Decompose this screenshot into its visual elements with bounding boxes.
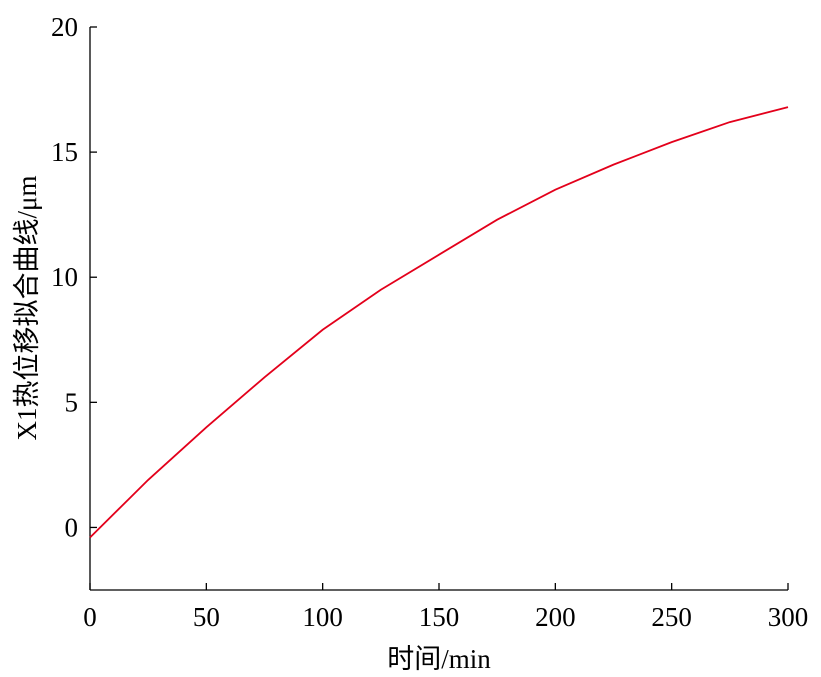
line: [89, 106, 789, 539]
y-tick-label: 0: [65, 512, 79, 542]
y-axis-label: X1热位移拟合曲线/μm: [12, 176, 42, 441]
x-tick-label: 250: [651, 602, 692, 632]
x-tick-label: 200: [535, 602, 576, 632]
y-tick-label: 10: [51, 262, 78, 292]
x-tick-label: 100: [302, 602, 343, 632]
x-tick-label: 50: [193, 602, 220, 632]
x-tick-label: 0: [83, 602, 97, 632]
x-tick-label: 300: [768, 602, 809, 632]
x-tick-label: 150: [419, 602, 460, 632]
y-tick-label: 15: [51, 137, 78, 167]
x-axis-label: 时间/min: [387, 644, 491, 674]
y-tick-label: 20: [51, 12, 78, 42]
y-tick-label: 5: [65, 387, 79, 417]
